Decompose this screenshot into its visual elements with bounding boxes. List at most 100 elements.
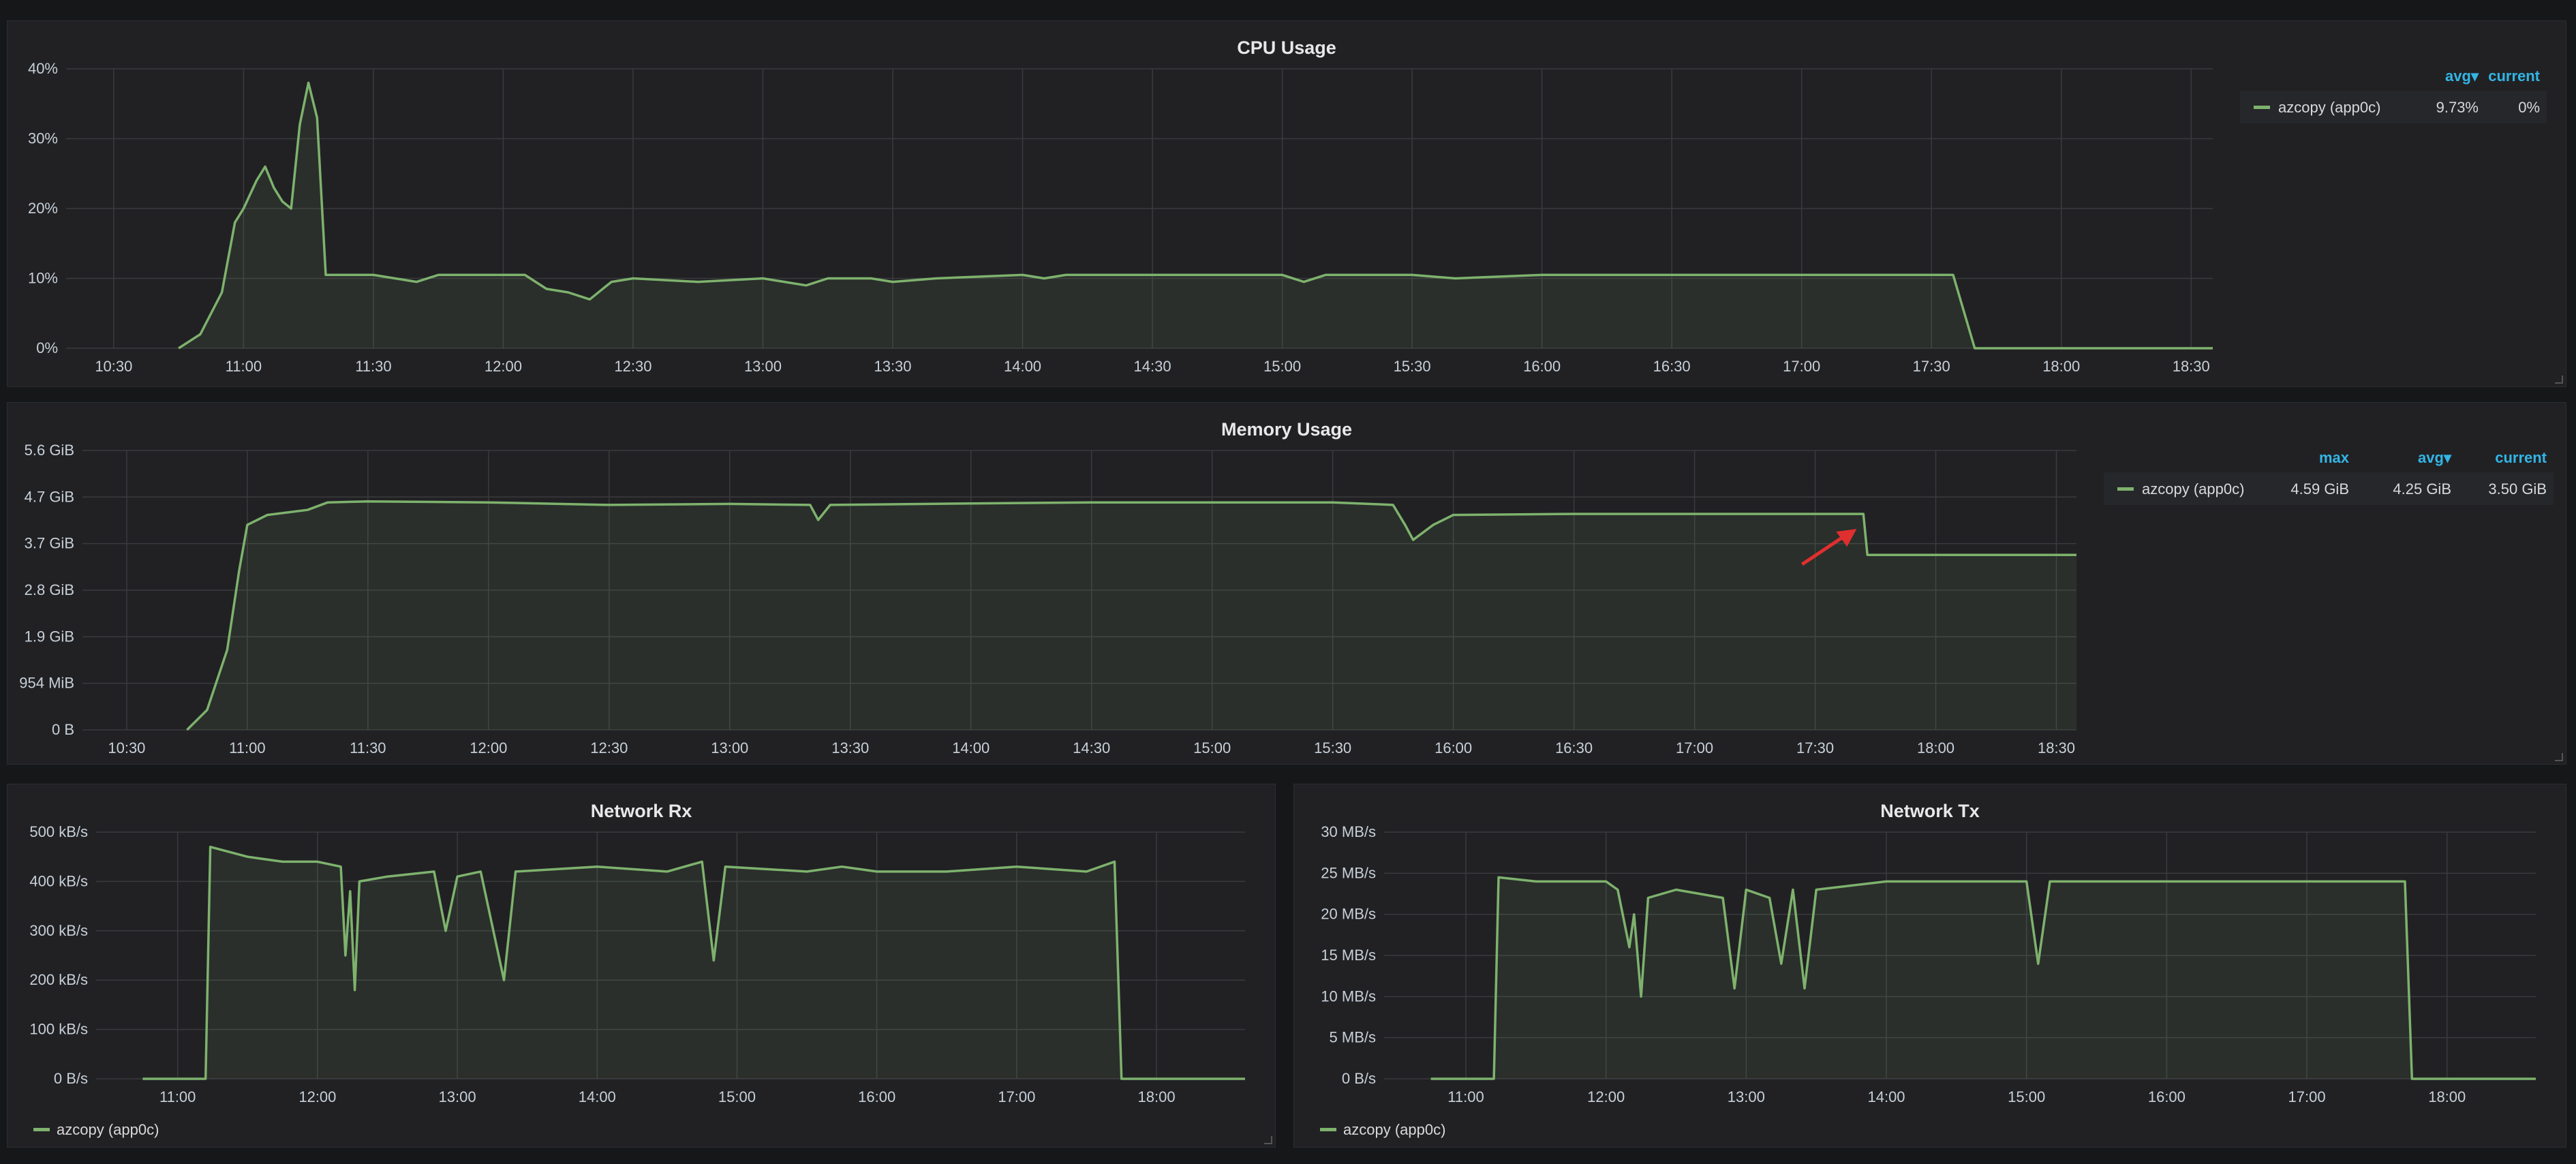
y-tick-label: 400 kB/s <box>29 872 88 889</box>
resize-handle[interactable] <box>2555 376 2563 384</box>
y-tick-label: 4.7 GiB <box>25 488 74 505</box>
series-swatch <box>1320 1128 1336 1131</box>
cpu-chart[interactable]: 0% 10% 20% 30% 40% 10:30 11:00 11:30 12:00 12:30 1… <box>7 21 2567 388</box>
cpu-panel-title[interactable]: CPU Usage <box>1237 37 1336 58</box>
legend-avg-value: 9.73% <box>2436 99 2479 116</box>
series-area-fill <box>142 846 1245 1079</box>
legend-max-value: 4.59 GiB <box>2290 480 2349 497</box>
y-tick-label: 10% <box>28 270 58 287</box>
x-tick-label: 14:00 <box>1004 358 1041 375</box>
series-line[interactable] <box>142 845 1245 1080</box>
legend-series-name[interactable]: azcopy (app0c) <box>1343 1121 1446 1138</box>
x-tick-label: 17:00 <box>1676 739 1713 756</box>
x-tick-label: 11:00 <box>226 358 262 375</box>
legend-row[interactable]: azcopy (app0c) 4.59 GiB 4.25 GiB 3.50 Gi… <box>2104 472 2554 505</box>
memory-panel-title[interactable]: Memory Usage <box>1221 419 1353 440</box>
x-tick-label: 12:00 <box>1587 1088 1625 1105</box>
series-swatch <box>33 1128 50 1131</box>
series-line[interactable] <box>186 500 2076 731</box>
resize-handle[interactable] <box>2555 753 2563 761</box>
x-tick-label: 12:30 <box>590 739 628 756</box>
legend-header-avg[interactable]: avg▾ <box>2445 67 2479 85</box>
y-tick-label: 5 MB/s <box>1330 1029 1376 1046</box>
cpu-usage-panel[interactable]: CPU Usage 0% 10% 20% 30% 40% 10:30 11:00 11:30 1… <box>7 20 2566 387</box>
legend-header-max[interactable]: max <box>2318 449 2349 466</box>
legend-header-avg[interactable]: avg▾ <box>2418 449 2451 466</box>
x-tick-label: 16:30 <box>1555 739 1593 756</box>
x-tick-label: 11:00 <box>1447 1088 1484 1105</box>
x-tick-label: 16:30 <box>1653 358 1691 375</box>
series-line[interactable] <box>178 81 2213 350</box>
x-tick-label: 13:00 <box>744 358 782 375</box>
network-rx-panel[interactable]: Network Rx 0 B/s 100 kB/s 200 kB/s 300 kB/s… <box>7 784 1276 1148</box>
x-tick-label: 11:00 <box>159 1088 196 1105</box>
x-tick-label: 18:00 <box>2042 358 2080 375</box>
y-tick-label: 3.7 GiB <box>25 535 74 552</box>
x-tick-label: 17:30 <box>1913 358 1950 375</box>
x-tick-label: 12:00 <box>485 358 522 375</box>
legend-series-name[interactable]: azcopy (app0c) <box>2142 480 2245 497</box>
x-tick-label: 12:00 <box>470 739 507 756</box>
y-tick-label: 0 B/s <box>54 1070 88 1087</box>
x-tick-label: 17:00 <box>998 1088 1035 1105</box>
y-tick-label: 30% <box>28 130 58 147</box>
legend-current-value: 3.50 GiB <box>2488 480 2547 497</box>
rx-panel-title[interactable]: Network Rx <box>590 801 692 821</box>
legend-series-name[interactable]: azcopy (app0c) <box>57 1121 159 1138</box>
y-tick-label: 1.9 GiB <box>25 628 74 645</box>
cpu-legend: avg▾ current azcopy (app0c) 9.73% 0% <box>2240 67 2547 149</box>
legend-header-current[interactable]: current <box>2488 67 2540 85</box>
series-line[interactable] <box>1430 876 2536 1080</box>
x-tick-label: 15:30 <box>1314 739 1351 756</box>
rx-chart[interactable]: 0 B/s 100 kB/s 200 kB/s 300 kB/s 400 kB/s 500… <box>7 784 1276 1148</box>
tx-panel-title[interactable]: Network Tx <box>1880 801 1980 821</box>
y-tick-label: 500 kB/s <box>29 823 88 840</box>
y-tick-label: 40% <box>28 60 58 77</box>
y-tick-label: 100 kB/s <box>29 1021 88 1038</box>
x-tick-label: 10:30 <box>95 358 132 375</box>
x-tick-label: 13:00 <box>711 739 748 756</box>
x-tick-label: 14:00 <box>1867 1088 1905 1105</box>
x-tick-label: 11:30 <box>355 358 391 375</box>
x-tick-label: 13:30 <box>874 358 911 375</box>
y-tick-label: 30 MB/s <box>1321 823 1376 840</box>
x-tick-label: 12:00 <box>298 1088 336 1105</box>
x-tick-label: 18:00 <box>1917 739 1954 756</box>
annotation-arrow <box>1800 529 1857 566</box>
x-tick-label: 13:00 <box>439 1088 476 1105</box>
y-tick-label: 10 MB/s <box>1321 987 1376 1005</box>
x-tick-label: 15:00 <box>1193 739 1231 756</box>
x-tick-label: 13:30 <box>831 739 869 756</box>
x-tick-label: 15:00 <box>2008 1088 2045 1105</box>
x-tick-label: 12:30 <box>614 358 651 375</box>
x-tick-label: 14:00 <box>579 1088 616 1105</box>
x-tick-label: 16:00 <box>1523 358 1561 375</box>
y-tick-label: 2.8 GiB <box>25 581 74 598</box>
network-tx-panel[interactable]: Network Tx 0 B/s 5 MB/s 10 MB/s 15 MB/s 20 M… <box>1293 784 2566 1148</box>
resize-handle[interactable] <box>1264 1136 1272 1144</box>
x-tick-label: 15:00 <box>718 1088 756 1105</box>
memory-chart[interactable]: 0 B 954 MiB 1.9 GiB 2.8 GiB 3.7 GiB 4.7 GiB 5.… <box>7 403 2567 765</box>
y-tick-label: 300 kB/s <box>29 922 88 939</box>
y-tick-label: 0 B/s <box>1342 1070 1376 1087</box>
legend-series-name[interactable]: azcopy (app0c) <box>2278 99 2381 116</box>
tx-chart[interactable]: 0 B/s 5 MB/s 10 MB/s 15 MB/s 20 MB/s 25 MB/s 3… <box>1294 784 2567 1148</box>
x-tick-label: 17:00 <box>2288 1088 2326 1105</box>
series-area-fill <box>179 82 2213 348</box>
memory-usage-panel[interactable]: Memory Usage 0 B 954 MiB 1.9 GiB 2.8 GiB 3.7… <box>7 402 2566 765</box>
x-tick-label: 18:00 <box>1138 1088 1176 1105</box>
x-tick-label: 11:00 <box>229 739 265 756</box>
x-tick-label: 18:30 <box>2173 358 2210 375</box>
legend-header-current[interactable]: current <box>2495 449 2547 466</box>
x-tick-label: 18:00 <box>2428 1088 2466 1105</box>
legend-current-value: 0% <box>2518 99 2540 116</box>
x-tick-label: 13:00 <box>1728 1088 1765 1105</box>
y-tick-label: 25 MB/s <box>1321 864 1376 881</box>
legend-avg-value: 4.25 GiB <box>2393 480 2451 497</box>
y-tick-label: 5.6 GiB <box>25 442 74 459</box>
x-tick-label: 18:30 <box>2038 739 2075 756</box>
legend-row[interactable]: azcopy (app0c) 9.73% 0% <box>2240 91 2547 123</box>
x-tick-label: 16:00 <box>858 1088 895 1105</box>
y-tick-label: 0% <box>36 339 58 356</box>
series-area-fill <box>187 501 2077 730</box>
